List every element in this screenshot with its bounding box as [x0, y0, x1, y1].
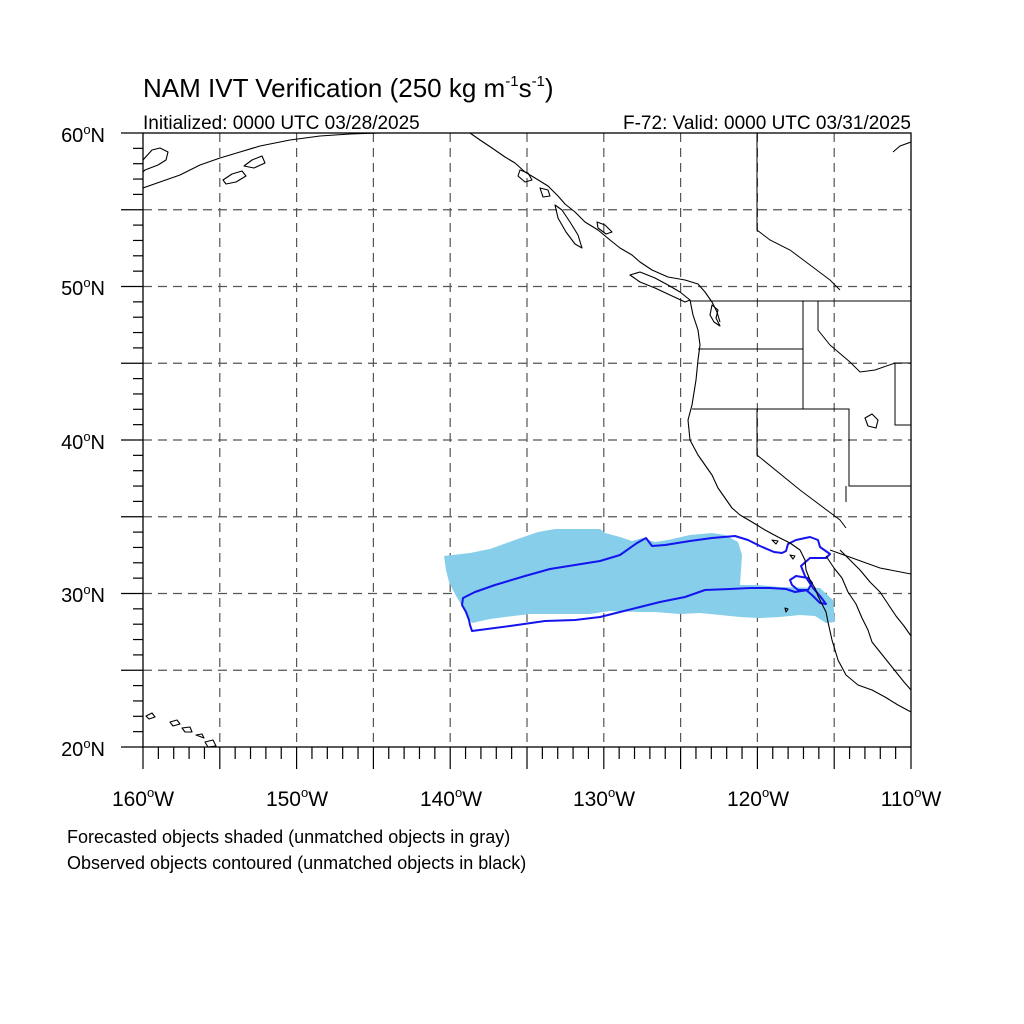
bc-islands: [517, 169, 691, 303]
alaska-panhandle-coast: [469, 133, 721, 323]
lat-label-20n: 20oN: [61, 736, 105, 761]
lon-label-110w: 110oW: [881, 785, 942, 811]
lon-label-130w: 130oW: [573, 785, 635, 811]
map-title: NAM IVT Verification (250 kg m-1s-1): [143, 73, 554, 103]
legend-observed-note: Observed objects contoured (unmatched ob…: [67, 853, 526, 873]
lon-label-160w: 160oW: [112, 785, 174, 811]
northeast-coast-fragment: [892, 141, 911, 153]
kodiak-islands: [222, 155, 266, 185]
state-borders: [692, 301, 911, 575]
observed-ivt-contour: [461, 535, 831, 632]
longitude-labels: 160oW 150oW 140oW 130oW 120oW 110oW: [112, 785, 942, 811]
lat-label-40n: 40oN: [61, 429, 105, 454]
channel-islands: [771, 539, 796, 613]
forecast-ivt-object: [444, 529, 835, 623]
us-west-coast: [687, 299, 911, 713]
lat-label-50n: 50oN: [61, 275, 105, 300]
axis-ticks: [121, 132, 912, 769]
initialized-label: Initialized: 0000 UTC 03/28/2025: [143, 113, 420, 134]
lat-label-30n: 30oN: [61, 582, 105, 607]
lon-label-150w: 150oW: [266, 785, 328, 811]
legend-forecast-note: Forecasted objects shaded (unmatched obj…: [67, 827, 510, 847]
hawaii-islands: [145, 712, 217, 747]
valid-time-label: F-72: Valid: 0000 UTC 03/31/2025: [623, 113, 911, 134]
puget-sound: [709, 304, 721, 327]
alaska-canada-border: [756, 133, 841, 291]
lon-label-120w: 120oW: [727, 785, 789, 811]
baja-gulf-coast: [825, 549, 911, 691]
lon-label-140w: 140oW: [420, 785, 482, 811]
great-salt-lake: [864, 413, 879, 429]
lat-label-60n: 60oN: [61, 122, 105, 147]
alaska-coast: [143, 133, 381, 189]
latitude-labels: 60oN 50oN 40oN 30oN 20oN: [61, 122, 105, 761]
graticule: [143, 133, 911, 747]
